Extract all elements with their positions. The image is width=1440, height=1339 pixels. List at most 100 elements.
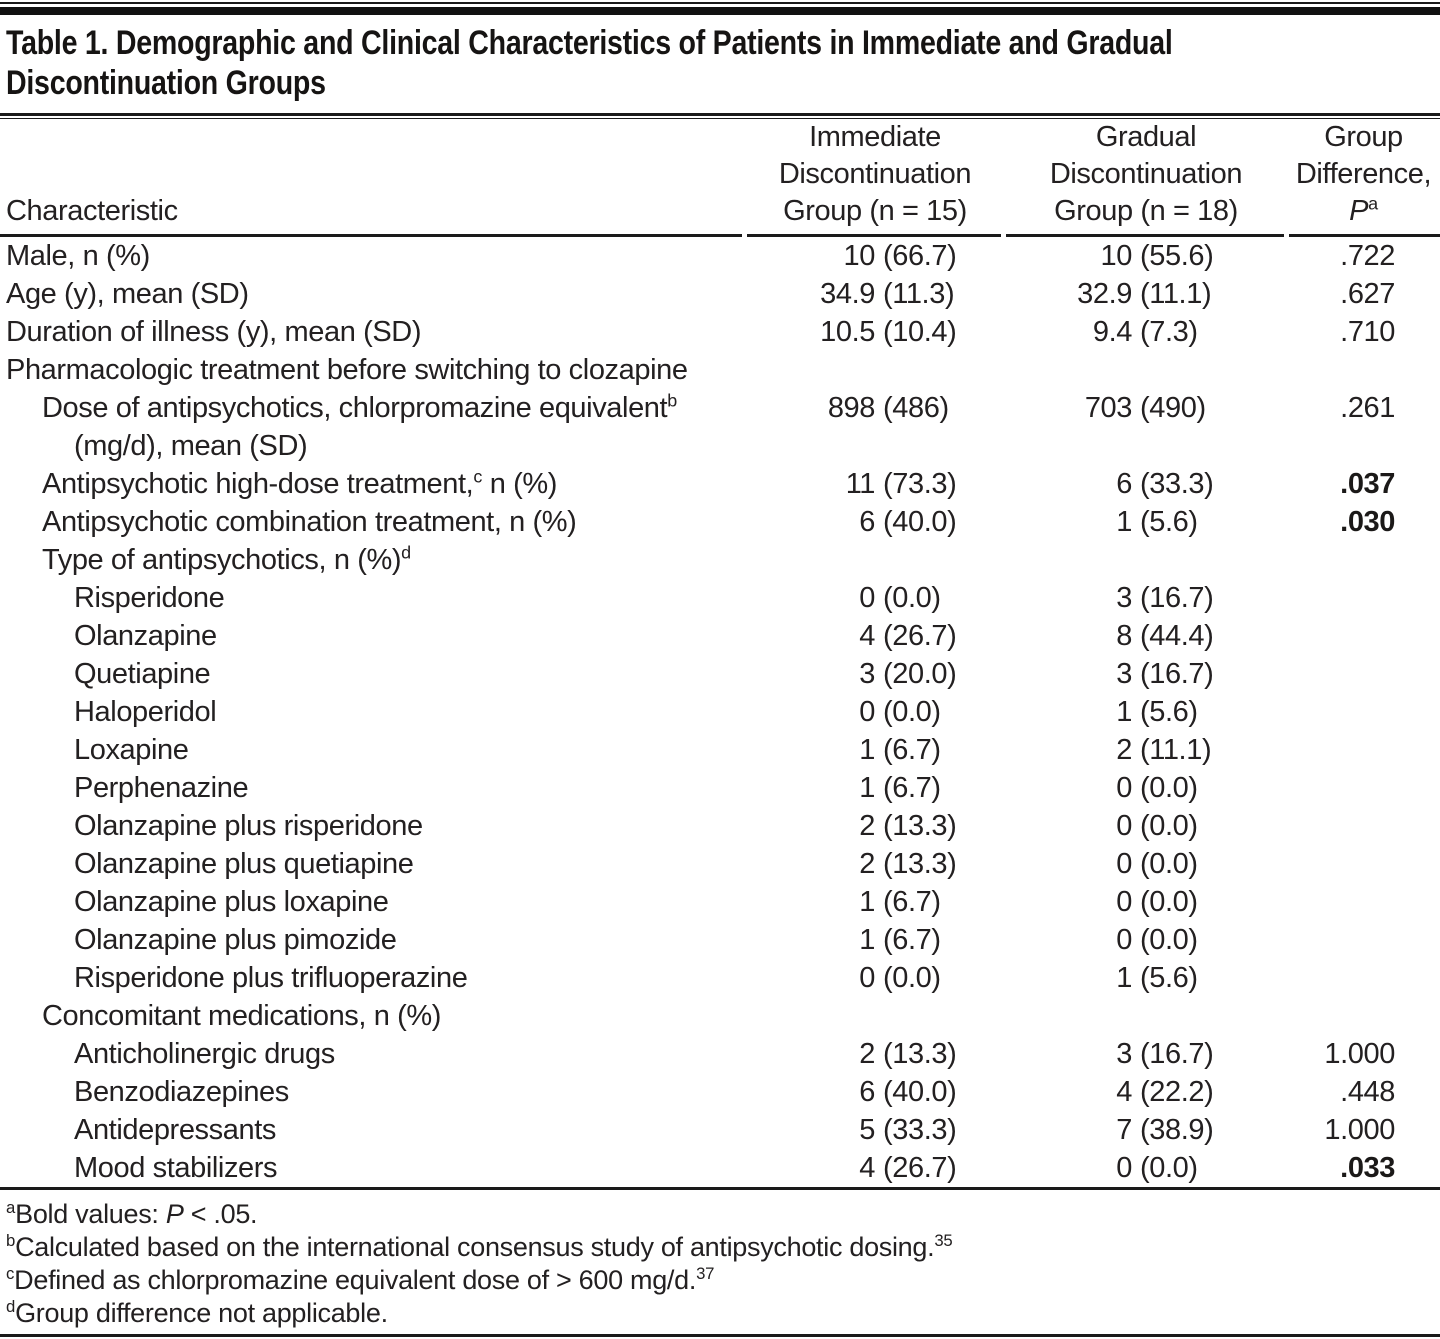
title-divider-thin [0, 118, 1440, 119]
row-characteristic: Olanzapine plus pimozide [74, 924, 397, 956]
table-row: Risperidone plus trifluoperazine 0 (0.0) … [0, 959, 1440, 997]
gradual-group-value: 3 (16.7) [1116, 658, 1214, 690]
table-row: Loxapine 1 (6.7) 2 (11.1) [0, 731, 1440, 769]
footnote-marker: d [401, 542, 411, 563]
immediate-group-value: 10.5 (10.4) [820, 316, 957, 348]
row-characteristic: Olanzapine plus risperidone [74, 810, 423, 842]
column-header-characteristic-label: Characteristic [6, 195, 178, 227]
table-row: Perphenazine 1 (6.7) 0 (0.0) [0, 769, 1440, 807]
table-row: Olanzapine plus quetiapine 2 (13.3) 0 (0.0… [0, 845, 1440, 883]
row-characteristic: Mood stabilizers [74, 1152, 278, 1184]
p-value: .627 [1340, 278, 1395, 310]
gradual-group-value: 8 (44.4) [1116, 620, 1214, 652]
row-characteristic: Type of antipsychotics, n (%)d [42, 542, 411, 576]
immediate-group-value: 1 (6.7) [859, 886, 941, 918]
immediate-group-value: 1 (6.7) [859, 924, 941, 956]
page-bottom-rule [0, 1334, 1440, 1337]
table-row: Olanzapine plus pimozide 1 (6.7) 0 (0.0) [0, 921, 1440, 959]
table-row: Type of antipsychotics, n (%)d [0, 541, 1440, 579]
immediate-group-value: 4 (26.7) [859, 1152, 957, 1184]
gradual-group-value: 0 (0.0) [1116, 1152, 1198, 1184]
row-characteristic: Olanzapine plus loxapine [74, 886, 389, 918]
footnote-marker: b [667, 390, 677, 411]
table-row: Duration of illness (y), mean (SD) 10.5(… [0, 313, 1440, 351]
table-row: Dose of antipsychotics, chlorpromazine e… [0, 389, 1440, 465]
gradual-group-value: 7 (38.9) [1116, 1114, 1214, 1146]
table-row: Olanzapine plus loxapine 1 (6.7) 0 (0.0) [0, 883, 1440, 921]
table-row: Risperidone 0 (0.0) 3 (16.7) [0, 579, 1440, 617]
row-characteristic: Haloperidol [74, 696, 217, 728]
row-characteristic: Male, n (%) [6, 240, 150, 272]
p-value: 1.000 [1324, 1114, 1395, 1146]
gradual-group-value: 3 (16.7) [1116, 1038, 1214, 1070]
gradual-group-value: 1 (5.6) [1116, 696, 1198, 728]
immediate-group-value: 0 (0.0) [859, 582, 941, 614]
table-row: Haloperidol 0 (0.0) 1 (5.6) [0, 693, 1440, 731]
footnote-marker: b [6, 1231, 16, 1250]
immediate-group-value: 34.9 (11.3) [820, 278, 955, 310]
table-row: Mood stabilizers 4 (26.7) 0 (0.0) .033 [0, 1149, 1440, 1187]
footnote: aBold values: P < .05. [6, 1198, 258, 1229]
footnote-reference-number: 37 [696, 1264, 715, 1283]
gradual-group-value: 32.9 (11.1) [1077, 278, 1212, 310]
row-characteristic: Anticholinergic drugs [74, 1038, 335, 1070]
footnote-marker: c [473, 466, 483, 487]
gradual-group-value: 9.4 (7.3) [1092, 316, 1198, 348]
footnote-marker: d [6, 1297, 16, 1316]
p-value: .030 [1340, 506, 1395, 538]
table-row: Antipsychotic combination treatment, n (… [0, 503, 1440, 541]
immediate-group-value: 1 (6.7) [859, 772, 941, 804]
row-characteristic: Antipsychotic high-dose treatment,c n (%… [42, 466, 558, 500]
table-row: Male, n (%) 10 (66.7) 10 (55.6) .722 [0, 237, 1440, 275]
row-characteristic: Loxapine [74, 734, 189, 766]
row-characteristic: Quetiapine [74, 658, 211, 690]
immediate-group-value: 2 (13.3) [859, 848, 957, 880]
table-row: Anticholinergic drugs 2 (13.3) 3 (16.7) 1.… [0, 1035, 1440, 1073]
gradual-group-value: 703 (490) [1084, 392, 1206, 424]
gradual-group-value: 1 (5.6) [1116, 506, 1198, 538]
top-black-bar [0, 7, 1440, 15]
immediate-group-value: 6 (40.0) [859, 506, 957, 538]
immediate-group-value: 5 (33.3) [859, 1114, 957, 1146]
gradual-group-value: 10 (55.6) [1100, 240, 1214, 272]
row-characteristic: Perphenazine [74, 772, 249, 804]
immediate-group-value: 0 (0.0) [859, 696, 941, 728]
table-title: Table 1. Demographic and Clinical Charac… [0, 15, 1440, 113]
p-value: .037 [1340, 468, 1395, 500]
table-row: Olanzapine 4 (26.7) 8 (44.4) [0, 617, 1440, 655]
row-characteristic: Risperidone [74, 582, 225, 614]
footnote-reference-number: 35 [934, 1231, 953, 1250]
p-value: .033 [1340, 1152, 1395, 1184]
table-row: Pharmacologic treatment before switching… [0, 351, 1440, 389]
gradual-group-value: 4 (22.2) [1116, 1076, 1214, 1108]
table-body: Male, n (%) 10 (66.7) 10 (55.6) .722 Age (… [0, 237, 1440, 1187]
row-characteristic: Age (y), mean (SD) [6, 278, 249, 310]
column-header-gradual-group: Gradual Discontinuation Group (n = 18) [1049, 121, 1243, 227]
immediate-group-value: 6 (40.0) [859, 1076, 957, 1108]
footnote-marker: c [6, 1264, 15, 1283]
row-characteristic: Concomitant medications, n (%) [42, 1000, 441, 1032]
table-row: Age (y), mean (SD) 34.9 (11.3) 32.9 (11.1)… [0, 275, 1440, 313]
p-footnote-marker: a [1368, 193, 1378, 214]
column-header-characteristic: Characteristic [0, 193, 745, 230]
column-header-group-difference: Group Difference, Pa [1295, 121, 1432, 227]
header-divider [0, 234, 1440, 237]
footnote-marker: a [6, 1198, 16, 1217]
gradual-group-value: 0 (0.0) [1116, 810, 1198, 842]
immediate-group-value: 11 (73.3) [845, 468, 957, 500]
immediate-group-value: 2 (13.3) [859, 810, 957, 842]
immediate-group-value: 4 (26.7) [859, 620, 957, 652]
p-value: 1.000 [1324, 1038, 1395, 1070]
p-value: .710 [1340, 316, 1395, 348]
row-characteristic: Olanzapine [74, 620, 217, 652]
row-characteristic: Dose of antipsychotics, chlorpromazine e… [42, 390, 677, 462]
table-row: Antipsychotic high-dose treatment,c n (%… [0, 465, 1440, 503]
immediate-group-value: 1 (6.7) [859, 734, 941, 766]
row-characteristic: Antipsychotic combination treatment, n (… [42, 506, 577, 538]
footnote: cDefined as chlorpromazine equivalent do… [6, 1264, 715, 1295]
footnote: dGroup difference not applicable. [6, 1297, 388, 1328]
table-row: Concomitant medications, n (%) [0, 997, 1440, 1035]
p-symbol: P [1349, 195, 1369, 227]
row-characteristic: Olanzapine plus quetiapine [74, 848, 414, 880]
